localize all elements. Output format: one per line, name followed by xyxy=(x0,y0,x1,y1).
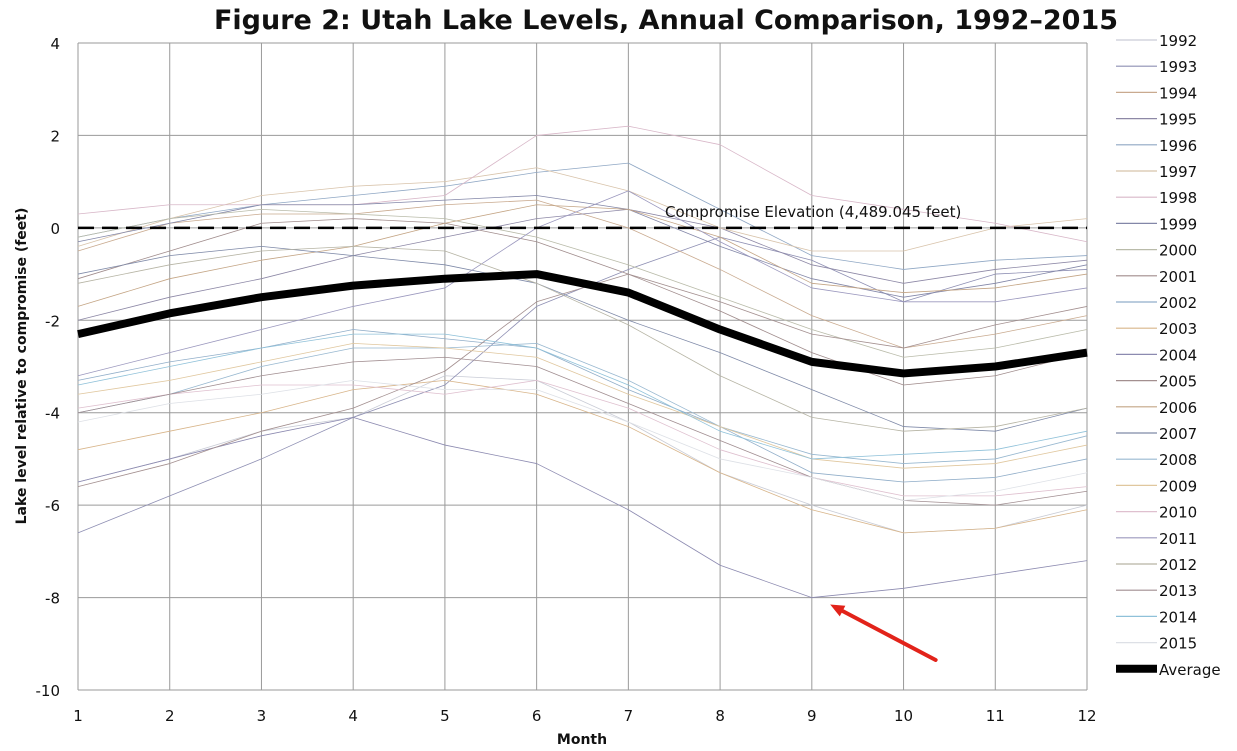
y-tick-label: -6 xyxy=(45,497,60,515)
series-line-2013 xyxy=(77,356,1088,506)
legend-label: 2013 xyxy=(1159,582,1197,600)
legend-label: 2011 xyxy=(1159,530,1197,548)
x-tick-label: 2 xyxy=(165,707,175,725)
grid xyxy=(77,42,1088,691)
legend-label: 2000 xyxy=(1159,242,1197,260)
legend-label: 2005 xyxy=(1159,373,1197,391)
series-line-2011 xyxy=(77,190,1088,377)
legend-label: 2007 xyxy=(1159,425,1197,443)
series-line-1992 xyxy=(77,375,1088,534)
legend-label: 2009 xyxy=(1159,477,1197,495)
x-tick-label: 1 xyxy=(73,707,83,725)
series-line-average xyxy=(77,270,1088,378)
y-tick-label: -10 xyxy=(36,682,61,700)
legend-label: 1998 xyxy=(1159,189,1197,207)
legend-label: 1992 xyxy=(1159,32,1197,50)
chart-title: Figure 2: Utah Lake Levels, Annual Compa… xyxy=(214,5,1118,36)
series-layer xyxy=(77,125,1088,598)
legend-label: Average xyxy=(1159,661,1221,679)
legend-label: 1999 xyxy=(1159,215,1197,233)
legend-label: 2006 xyxy=(1159,399,1197,417)
legend-label: 2003 xyxy=(1159,320,1197,338)
series-line-2010 xyxy=(77,379,1088,497)
legend-label: 2012 xyxy=(1159,556,1197,574)
annotation-arrow-shaft xyxy=(840,609,938,662)
y-tick-label: -8 xyxy=(45,590,60,608)
legend-label: 1996 xyxy=(1159,137,1197,155)
series-line-1997 xyxy=(77,167,1088,252)
y-tick-label: 0 xyxy=(50,220,60,238)
x-axis-label: Month xyxy=(557,732,607,748)
annotation-arrow-head xyxy=(830,604,846,617)
legend-label: 2015 xyxy=(1159,635,1197,653)
legend: 1992 1993 1994 1995 1996 1997 1998 1999 2000 2001… xyxy=(1116,32,1221,679)
series-line-2004 xyxy=(77,416,1088,598)
x-tick-label: 5 xyxy=(440,707,450,725)
x-tick-label: 7 xyxy=(624,707,634,725)
series-line-2008 xyxy=(77,342,1088,464)
legend-label: 1994 xyxy=(1159,84,1197,102)
series-line-2002 xyxy=(77,329,1088,483)
y-tick-label: 4 xyxy=(50,35,60,53)
x-tick-label: 10 xyxy=(894,707,913,725)
series-line-1998 xyxy=(77,125,1088,243)
series-line-2000 xyxy=(77,208,1088,358)
series-line-2012 xyxy=(77,245,1088,432)
x-tick-label: 9 xyxy=(807,707,817,725)
legend-label: 2008 xyxy=(1159,451,1197,469)
legend-label: 1993 xyxy=(1159,58,1197,76)
y-tick-label: 2 xyxy=(50,127,60,145)
x-tick-label: 12 xyxy=(1077,707,1096,725)
legend-label: 2001 xyxy=(1159,268,1197,286)
series-line-1995 xyxy=(77,208,1088,321)
legend-label: 2014 xyxy=(1159,608,1197,626)
series-line-1999 xyxy=(77,195,1088,298)
series-line-2009 xyxy=(77,342,1088,469)
x-tick-label: 8 xyxy=(715,707,725,725)
legend-label: 2002 xyxy=(1159,294,1197,312)
x-tick-label: 4 xyxy=(348,707,358,725)
series-line-2014 xyxy=(77,333,1088,460)
y-tick-label: -4 xyxy=(45,405,60,423)
legend-label: 2010 xyxy=(1159,504,1197,522)
series-line-2015 xyxy=(77,379,1088,501)
series-line-1994 xyxy=(77,199,1088,349)
series-line-2005 xyxy=(77,273,1088,488)
series-line-2003 xyxy=(77,379,1088,534)
series-line-2007 xyxy=(77,245,1088,432)
legend-label: 1995 xyxy=(1159,111,1197,129)
y-axis-label: Lake level relative to compromise (feet) xyxy=(14,208,30,525)
y-tick-label: -2 xyxy=(45,312,60,330)
series-line-1996 xyxy=(77,162,1088,270)
x-tick-label: 11 xyxy=(986,707,1005,725)
x-tick-label: 3 xyxy=(257,707,267,725)
series-line-2006 xyxy=(77,204,1088,307)
compromise-elevation-label: Compromise Elevation (4,489.045 feet) xyxy=(665,203,961,221)
reference-layer: Compromise Elevation (4,489.045 feet) xyxy=(78,203,1087,662)
legend-label: 1997 xyxy=(1159,163,1197,181)
x-tick-label: 6 xyxy=(532,707,542,725)
legend-label: 2004 xyxy=(1159,346,1197,364)
